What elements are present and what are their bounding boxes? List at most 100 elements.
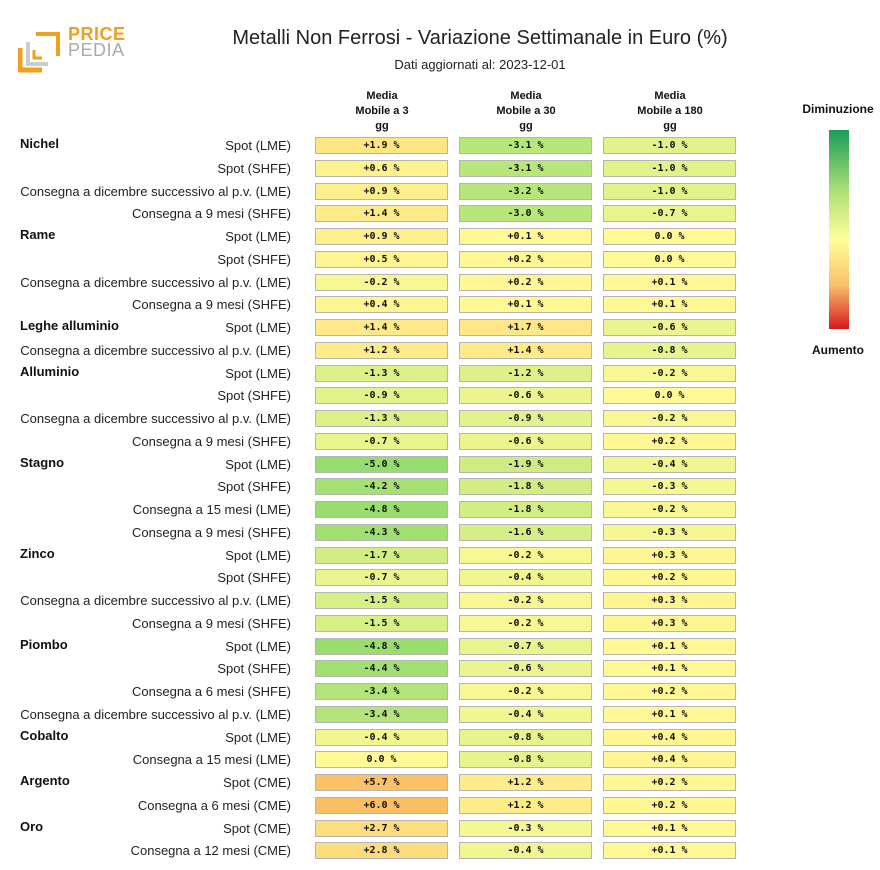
heatmap-cell: -1.9 % — [459, 455, 592, 473]
heatmap-cell: -1.5 % — [315, 614, 448, 632]
chart-subtitle: Dati aggiornati al: 2023-12-01 — [394, 57, 566, 72]
heatmap-cell: -1.5 % — [315, 592, 448, 609]
group-label: Cobalto — [20, 727, 69, 743]
heatmap-cell: -3.4 % — [315, 683, 448, 700]
heatmap-cell: -0.2 % — [459, 614, 592, 632]
row-label: Consegna a 9 mesi (SHFE) — [132, 206, 291, 222]
heatmap-cell: +0.1 % — [603, 273, 736, 291]
heatmap-cell: -3.2 % — [459, 182, 592, 200]
chart-title: Metalli Non Ferrosi - Variazione Settima… — [232, 27, 728, 49]
row-label: Spot (SHFE) — [217, 570, 291, 586]
heatmap-cell: -3.1 % — [459, 137, 592, 154]
heatmap-cell: -3.4 % — [315, 705, 448, 723]
row-label: Spot (SHFE) — [217, 160, 291, 176]
heatmap-cell: +1.2 % — [315, 341, 448, 359]
group-label: Zinco — [20, 545, 55, 561]
column-header-line: Media — [654, 90, 686, 102]
heatmap-cell: +0.3 % — [603, 592, 736, 609]
column-header-line: Media — [510, 90, 542, 102]
column-header-line: gg — [663, 120, 677, 132]
heatmap-cell: +0.2 % — [459, 250, 592, 268]
heatmap-cell: -0.6 % — [603, 319, 736, 336]
heatmap-cell: -0.4 % — [315, 728, 448, 746]
heatmap-cell: +0.6 % — [315, 159, 448, 177]
column-header-line: Mobile a 180 — [637, 105, 703, 117]
heatmap-cell: -3.1 % — [459, 159, 592, 177]
column-header-line: gg — [375, 120, 389, 132]
heatmap-cell: -0.6 % — [459, 387, 592, 405]
heatmap-cell: -0.6 % — [459, 432, 592, 450]
heatmap-cell: +0.4 % — [603, 728, 736, 746]
heatmap-cell: +0.1 % — [603, 705, 736, 723]
heatmap-cell: -0.7 % — [315, 432, 448, 450]
row-label: Consegna a dicembre successivo al p.v. (… — [20, 342, 291, 358]
heatmap-cell: -0.8 % — [603, 341, 736, 359]
heatmap-cell: -0.8 % — [459, 728, 592, 746]
column-header-3: Media Mobile a 180 gg — [603, 89, 737, 134]
row-label: Consegna a dicembre successivo al p.v. (… — [20, 411, 291, 426]
logo-text: PRICE PEDIA — [68, 25, 126, 59]
heatmap-cell: +6.0 % — [315, 796, 448, 814]
legend-color-bar — [829, 130, 849, 329]
group-label: Argento — [20, 773, 70, 788]
heatmap-cell: +0.9 % — [315, 182, 448, 200]
heatmap-cell: +5.7 % — [315, 774, 448, 791]
group-label: Rame — [20, 227, 56, 242]
group-label: Piombo — [20, 636, 68, 652]
row-label: Spot (LME) — [225, 638, 291, 654]
group-label: Alluminio — [20, 363, 80, 379]
row-label: Spot (LME) — [225, 229, 291, 244]
heatmap-cell: -0.2 % — [459, 546, 592, 564]
heatmap-cell: -1.3 % — [315, 364, 448, 382]
row-label: Consegna a 9 mesi (SHFE) — [132, 615, 291, 631]
heatmap-cell: -4.8 % — [315, 501, 448, 518]
heatmap-cell: -1.7 % — [315, 546, 448, 564]
heatmap-cell: -4.4 % — [315, 660, 448, 678]
heatmap-cell: -0.4 % — [459, 842, 592, 860]
pricepedia-logo: PRICE PEDIA — [18, 25, 128, 74]
row-label: Spot (LME) — [225, 547, 291, 563]
row-label: Consegna a 12 mesi (CME) — [130, 843, 291, 859]
heatmap-cell: -1.2 % — [459, 364, 592, 382]
heatmap-cell: +0.2 % — [603, 683, 736, 700]
heatmap-cell: -0.9 % — [459, 410, 592, 427]
heatmap-cell: -0.2 % — [603, 364, 736, 382]
heatmap-cell: -0.2 % — [603, 410, 736, 427]
heatmap-cell: -1.3 % — [315, 410, 448, 427]
heatmap-cell: +0.5 % — [315, 250, 448, 268]
row-label: Spot (LME) — [225, 365, 291, 381]
heatmap-cell: +0.3 % — [603, 546, 736, 564]
heatmap-cell: -0.8 % — [459, 751, 592, 769]
legend-top-label: Diminuzione — [802, 102, 874, 116]
group-label: Stagno — [20, 454, 65, 470]
heatmap-cell: +0.1 % — [603, 296, 736, 314]
row-label: Consegna a 9 mesi (SHFE) — [132, 433, 291, 449]
heatmap-cell: +0.1 % — [459, 296, 592, 314]
group-label: Nichel — [20, 136, 60, 151]
heatmap-cell: +0.2 % — [603, 796, 736, 814]
heatmap-cell: +0.1 % — [603, 819, 736, 837]
row-label: Consegna a 15 mesi (LME) — [132, 752, 291, 768]
heatmap-cell: -0.6 % — [459, 660, 592, 678]
column-header-line: Media — [366, 90, 398, 102]
row-label: Spot (SHFE) — [217, 479, 291, 495]
row-label: Spot (LME) — [225, 320, 291, 335]
heatmap-cell: +1.2 % — [459, 774, 592, 791]
group-label: Oro — [20, 818, 44, 834]
row-label: Consegna a 9 mesi (SHFE) — [132, 297, 291, 313]
heatmap-cell: +0.1 % — [603, 637, 736, 655]
heatmap-cell: 0.0 % — [603, 250, 736, 268]
heatmap-cell: 0.0 % — [603, 228, 736, 245]
row-label: Consegna a dicembre successivo al p.v. (… — [20, 706, 291, 722]
heatmap-cell: -1.0 % — [603, 159, 736, 177]
row-label: Consegna a dicembre successivo al p.v. (… — [20, 274, 291, 290]
heatmap-cell: +1.9 % — [315, 137, 448, 154]
heatmap-cell: -0.3 % — [603, 478, 736, 496]
heatmap-cell: 0.0 % — [603, 387, 736, 405]
heatmap-cell: +0.1 % — [459, 228, 592, 245]
heatmap-cell: -1.8 % — [459, 478, 592, 496]
row-label: Consegna a dicembre successivo al p.v. (… — [20, 593, 291, 608]
column-header-line: Mobile a 3 — [355, 105, 409, 117]
heatmap-cell: +0.3 % — [603, 614, 736, 632]
heatmap-cell: -4.2 % — [315, 478, 448, 496]
